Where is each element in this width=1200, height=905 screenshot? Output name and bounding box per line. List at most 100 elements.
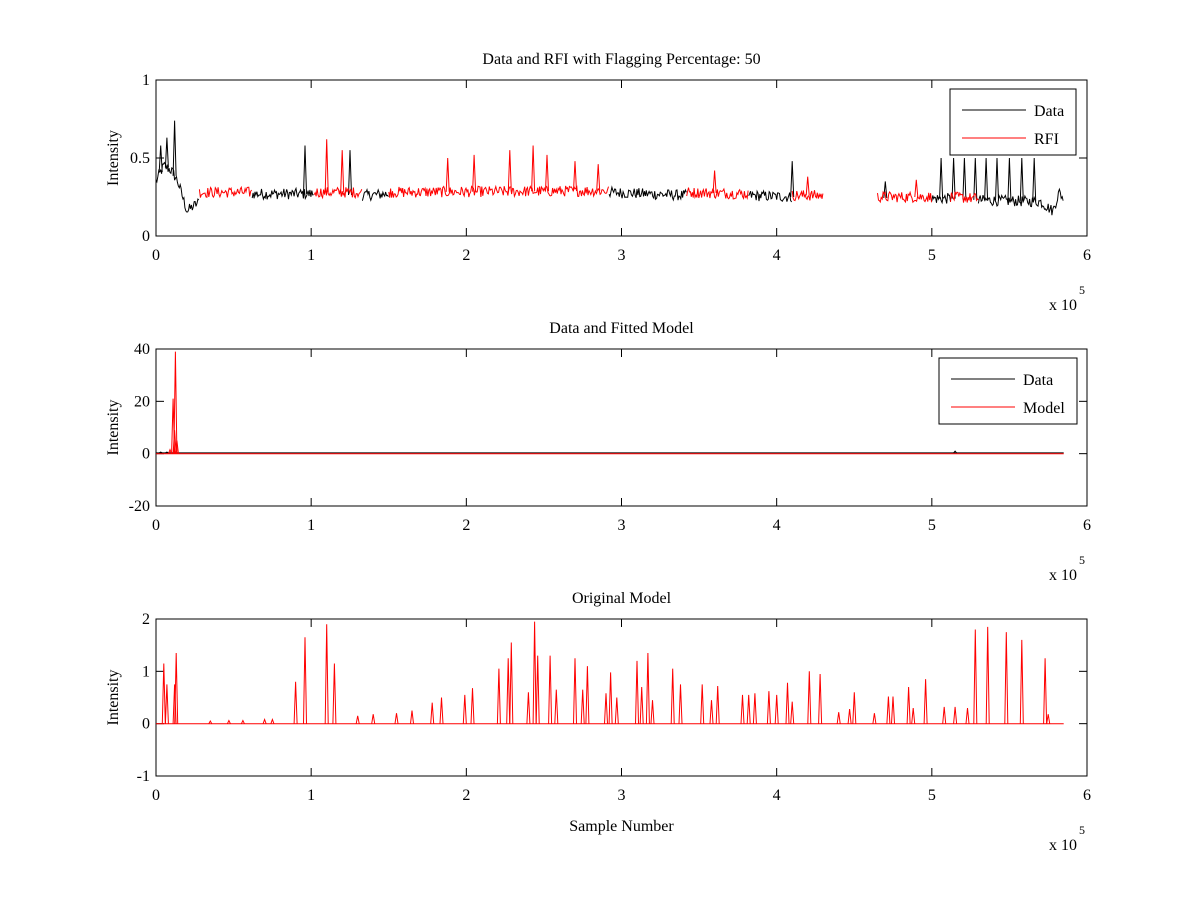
series-line (388, 184, 609, 199)
series-spike (965, 707, 970, 724)
y-tick-label: 0 (142, 716, 150, 733)
series-spike (445, 157, 450, 192)
plot-area (155, 79, 1088, 237)
y-tick-label: 2 (142, 611, 150, 628)
series-spike (639, 686, 644, 724)
x-tick-label: 2 (462, 517, 470, 534)
series-spike (951, 157, 956, 199)
series-spike (161, 663, 166, 724)
series-spike (208, 719, 213, 724)
y-tick-label: 20 (134, 393, 150, 410)
series-spike (324, 624, 329, 724)
series-line (877, 190, 932, 204)
x-tick-label: 0 (152, 517, 160, 534)
series-spike (1032, 157, 1037, 202)
series-spike (1004, 632, 1009, 724)
series-spike (410, 710, 414, 724)
series-spike (332, 663, 337, 724)
x-tick-label: 1 (307, 247, 315, 264)
series-spike (891, 696, 895, 724)
series-spike (262, 718, 267, 724)
y-axis-label: Intensity (105, 670, 122, 726)
series-line (251, 186, 314, 201)
y-tick-label: -20 (129, 498, 150, 515)
series-spike (164, 137, 169, 168)
y-tick-label: 0 (142, 446, 150, 463)
x-multiplier-exponent: 5 (1079, 553, 1085, 567)
series-spike (580, 689, 585, 724)
series-spike (462, 694, 467, 724)
series-spike (394, 713, 399, 724)
series-spike (847, 708, 852, 724)
x-tick-label: 6 (1083, 247, 1091, 264)
series-spike (355, 715, 360, 724)
series-spike (923, 679, 928, 724)
series-spike (953, 706, 958, 724)
series-spike (430, 702, 435, 724)
y-tick-label: -1 (137, 768, 150, 785)
series-spike (785, 682, 790, 724)
series-spike (886, 696, 891, 724)
series-spike (526, 692, 531, 724)
series-spike (715, 685, 720, 724)
series-spike (852, 692, 857, 724)
series-spike (1007, 157, 1012, 201)
series-spike (942, 706, 947, 724)
series-spike (1019, 157, 1024, 202)
series-spike (1019, 639, 1024, 724)
series-spike (573, 658, 577, 724)
x-multiplier-exponent: 5 (1079, 823, 1085, 837)
series-line (748, 189, 793, 203)
legend: Data RFI (949, 88, 1077, 156)
series-spike (774, 694, 779, 724)
series-spike (164, 684, 169, 724)
series-spike (939, 157, 944, 199)
chart-1: Data and RFI with Flagging Percentage: 5… (105, 51, 1091, 314)
series-spike (670, 668, 675, 724)
series-spike (596, 164, 601, 191)
series-spike (872, 713, 877, 724)
series-spike (650, 700, 655, 724)
series-spike (962, 157, 967, 200)
plot-area (155, 348, 1088, 507)
legend-box (938, 357, 1078, 425)
legend-box (949, 88, 1077, 156)
legend-label: RFI (1034, 131, 1059, 148)
x-tick-label: 6 (1083, 787, 1091, 804)
series-spike (270, 718, 275, 724)
series-spike (836, 712, 841, 724)
y-axis-label: Intensity (105, 400, 122, 456)
series-spike (1043, 658, 1048, 724)
series-spike (303, 145, 307, 194)
series-model (156, 351, 1064, 455)
series-line (950, 191, 979, 203)
x-tick-label: 0 (152, 247, 160, 264)
series-spike (172, 120, 177, 176)
series-spike (532, 621, 537, 724)
x-tick-label: 1 (307, 787, 315, 804)
series-spike (678, 684, 683, 724)
series-spike (324, 139, 329, 193)
x-tick-label: 0 (152, 787, 160, 804)
y-tick-label: 0.5 (130, 150, 150, 167)
series-spike (973, 157, 978, 200)
x-tick-label: 3 (618, 247, 626, 264)
series-spike (535, 655, 540, 724)
y-tick-label: 0 (142, 228, 150, 245)
series-spike (805, 176, 810, 196)
series-spike (172, 684, 177, 724)
series-spike (293, 681, 298, 724)
series-spike (303, 637, 307, 724)
series-spike (712, 170, 717, 194)
x-multiplier-base: x 10 (1049, 297, 1077, 314)
series-spike (914, 179, 919, 198)
y-tick-label: 40 (134, 341, 150, 358)
series-spike (439, 697, 444, 724)
chart-title: Data and RFI with Flagging Percentage: 5… (482, 51, 760, 68)
series-spike (348, 150, 352, 196)
series-spike (608, 672, 613, 724)
x-axis-label: Sample Number (569, 818, 674, 835)
x-tick-label: 2 (462, 247, 470, 264)
x-tick-label: 4 (773, 787, 781, 804)
